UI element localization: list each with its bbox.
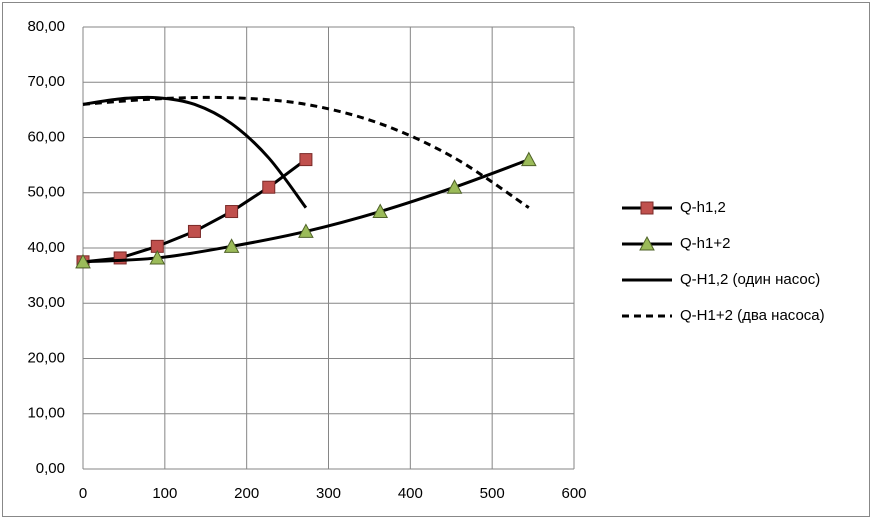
legend-label: Q-h1+2 [680, 235, 730, 252]
x-tick-label: 400 [398, 485, 423, 502]
legend-marker [639, 235, 655, 251]
data-point [372, 203, 389, 219]
y-tick-label: 60,00 [27, 128, 65, 145]
data-point [187, 224, 201, 238]
data-point [520, 151, 537, 167]
y-tick-label: 80,00 [27, 18, 65, 35]
data-point [298, 223, 314, 238]
x-tick-label: 200 [234, 485, 259, 502]
data-point [223, 238, 240, 253]
legend-label: Q-H1+2 (два насоса) [680, 307, 825, 324]
y-tick-label: 40,00 [27, 239, 65, 256]
y-tick-label: 0,00 [36, 460, 65, 477]
legend-label: Q-H1,2 (один насос) [680, 271, 820, 288]
data-point [225, 205, 239, 219]
data-point [113, 251, 127, 265]
data-point [75, 253, 91, 269]
series-line [82, 95, 530, 209]
y-tick-label: 70,00 [27, 73, 65, 90]
legend-marker [640, 201, 654, 215]
x-tick-label: 600 [561, 485, 586, 502]
legend-label: Q-h1,2 [680, 199, 726, 216]
x-tick-label: 500 [480, 485, 505, 502]
series-line [82, 95, 308, 209]
x-tick-label: 300 [316, 485, 341, 502]
y-tick-label: 10,00 [27, 405, 65, 422]
y-tick-label: 20,00 [27, 349, 65, 366]
data-point [149, 249, 166, 265]
data-point [446, 179, 463, 194]
data-point [262, 180, 276, 194]
x-tick-label: 100 [152, 485, 177, 502]
y-tick-label: 30,00 [27, 294, 65, 311]
data-point [299, 153, 313, 167]
y-tick-label: 50,00 [27, 184, 65, 201]
x-tick-label: 0 [79, 485, 87, 502]
